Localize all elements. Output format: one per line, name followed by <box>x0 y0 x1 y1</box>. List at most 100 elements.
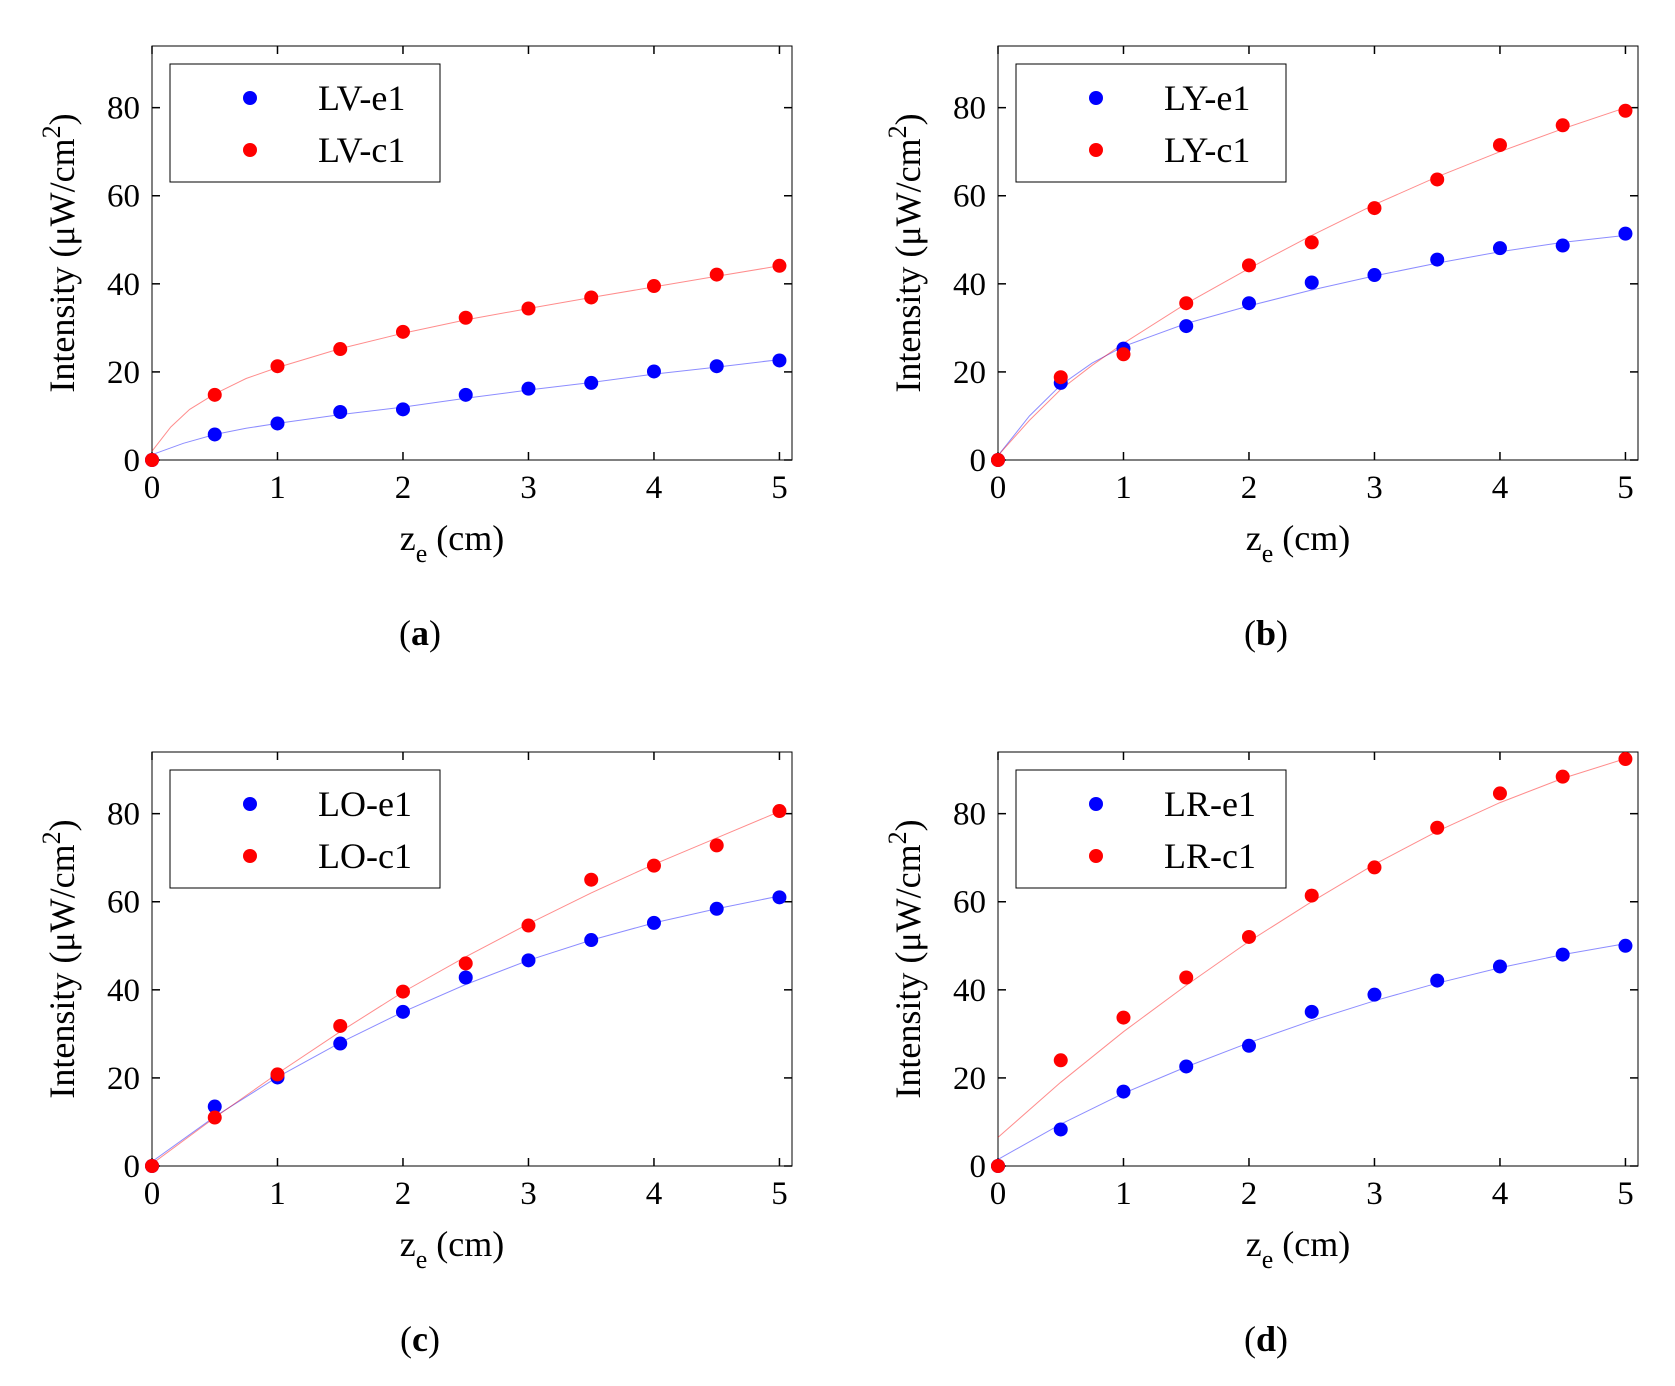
caption-a: (a) <box>399 613 441 653</box>
data-point-LO-e1 <box>772 890 787 905</box>
x-axis-label: ze (cm) <box>400 518 505 568</box>
y-tick-label: 40 <box>107 973 140 1009</box>
y-axis-label-sup: 2 <box>883 831 912 844</box>
data-point-LO-c1 <box>709 838 724 853</box>
y-axis-label-close: ) <box>888 819 928 831</box>
data-point-LY-e1 <box>1492 241 1507 256</box>
legend-label-LR-e1: LR-e1 <box>1164 784 1256 824</box>
caption-c-letter: c <box>412 1319 428 1359</box>
x-axis-label-unit: (cm) <box>1273 518 1350 558</box>
data-point-LY-c1 <box>1116 347 1131 362</box>
data-point-LR-e1 <box>1053 1122 1068 1137</box>
y-tick-label: 80 <box>953 797 986 833</box>
data-point-LO-c1 <box>772 804 787 819</box>
y-axis-label-close: ) <box>42 113 82 125</box>
x-tick-label: 0 <box>144 1176 161 1212</box>
data-point-LO-e1 <box>521 953 536 968</box>
data-point-LY-c1 <box>1430 172 1445 187</box>
fit-line-LV-c1 <box>151 265 780 452</box>
legend-marker-LO-e1 <box>243 797 257 811</box>
data-point-LV-c1 <box>772 258 787 273</box>
x-axis-label: ze (cm) <box>1246 518 1351 568</box>
legend-box <box>1015 769 1287 889</box>
data-point-LV-e1 <box>207 427 222 442</box>
caption-d: (d) <box>1243 1319 1289 1359</box>
data-point-LV-e1 <box>584 375 599 390</box>
data-point-LV-e1 <box>709 359 724 374</box>
y-axis-label-sup: 2 <box>883 125 912 138</box>
data-point-LY-e1 <box>1430 252 1445 267</box>
data-point-LV-e1 <box>395 402 410 417</box>
data-point-LR-e1 <box>1116 1084 1131 1099</box>
y-tick-label: 20 <box>107 355 140 391</box>
caption-b: (b) <box>1243 613 1289 653</box>
y-tick-label: 80 <box>107 797 140 833</box>
data-point-LR-e1 <box>1555 947 1570 962</box>
legend-marker-LY-e1 <box>1089 91 1103 105</box>
x-tick-label: 5 <box>771 470 788 506</box>
x-axis-label-unit: (cm) <box>427 518 504 558</box>
legend-label-LO-e1: LO-e1 <box>318 784 412 824</box>
data-point-LV-c1 <box>709 267 724 282</box>
y-axis-label-close: ) <box>888 113 928 125</box>
x-tick-label: 5 <box>1617 1176 1634 1212</box>
y-axis-label-sup: 2 <box>37 125 66 138</box>
data-point-LO-e1 <box>584 933 599 948</box>
legend-marker-LV-c1 <box>243 143 257 157</box>
data-point-LR-c1 <box>1179 970 1194 985</box>
y-axis-label: Intensity (μW/cm2) <box>37 819 82 1098</box>
y-axis-label: Intensity (μW/cm2) <box>883 819 928 1098</box>
x-tick-label: 2 <box>1241 1176 1258 1212</box>
y-axis-label-main: Intensity (μW/cm <box>42 844 82 1098</box>
data-point-LO-c1 <box>646 858 661 873</box>
legend-label-LR-c1: LR-c1 <box>1164 836 1256 876</box>
data-point-LR-e1 <box>1304 1004 1319 1019</box>
x-tick-label: 1 <box>1115 1176 1132 1212</box>
data-point-LY-c1 <box>1555 118 1570 133</box>
data-point-LO-c1 <box>584 872 599 887</box>
data-point-LO-c1 <box>145 1159 159 1173</box>
data-point-LR-e1 <box>1241 1038 1256 1053</box>
y-tick-label: 0 <box>970 1149 987 1185</box>
data-point-LV-e1 <box>458 387 473 402</box>
data-point-LO-e1 <box>458 970 473 985</box>
data-point-LR-c1 <box>1304 888 1319 903</box>
y-tick-label: 60 <box>107 885 140 921</box>
data-point-LR-c1 <box>1555 769 1570 784</box>
x-axis-label-z: z <box>1246 518 1262 558</box>
x-tick-label: 3 <box>1366 1176 1383 1212</box>
data-point-LR-c1 <box>1367 860 1382 875</box>
data-point-LV-c1 <box>145 453 159 467</box>
y-axis-label-close: ) <box>42 819 82 831</box>
legend-label-LY-c1: LY-c1 <box>1164 130 1250 170</box>
x-tick-label: 1 <box>269 470 286 506</box>
data-point-LV-c1 <box>395 324 410 339</box>
data-point-LO-c1 <box>207 1110 222 1125</box>
x-tick-label: 3 <box>520 1176 537 1212</box>
x-tick-label: 5 <box>1617 470 1634 506</box>
data-point-LY-c1 <box>1367 201 1382 216</box>
y-tick-label: 40 <box>953 973 986 1009</box>
data-point-LV-c1 <box>270 359 285 374</box>
fit-line-LY-e1 <box>997 234 1626 456</box>
data-point-LO-e1 <box>709 901 724 916</box>
x-axis-label-sub: e <box>1262 539 1274 568</box>
data-point-LO-c1 <box>395 984 410 999</box>
data-point-LV-c1 <box>207 387 222 402</box>
data-point-LV-c1 <box>458 310 473 325</box>
data-point-LO-e1 <box>646 915 661 930</box>
data-point-LR-c1 <box>991 1159 1005 1173</box>
plot-frame <box>151 45 793 461</box>
data-point-LY-e1 <box>1367 268 1382 283</box>
data-point-LV-c1 <box>521 301 536 316</box>
data-point-LO-c1 <box>333 1018 348 1033</box>
x-tick-label: 0 <box>990 470 1007 506</box>
caption-d-letter: d <box>1255 1319 1277 1359</box>
data-point-LY-c1 <box>1492 138 1507 153</box>
data-point-LR-c1 <box>1116 1010 1131 1025</box>
legend-marker-LY-c1 <box>1089 143 1103 157</box>
data-point-LR-e1 <box>1492 959 1507 974</box>
legend-label-LY-e1: LY-e1 <box>1164 78 1250 118</box>
